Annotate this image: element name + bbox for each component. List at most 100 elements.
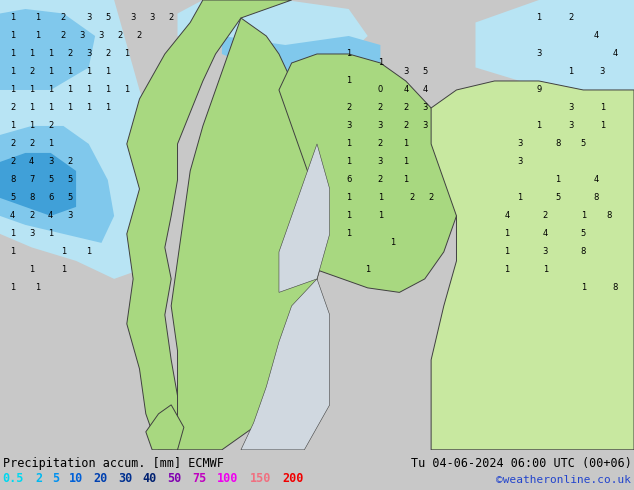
Polygon shape [0, 9, 95, 90]
Text: 3: 3 [600, 68, 605, 76]
Text: 2: 2 [29, 140, 34, 148]
Text: 2: 2 [29, 68, 34, 76]
Text: 2: 2 [10, 157, 15, 167]
Text: 1: 1 [346, 49, 351, 58]
Text: 3: 3 [378, 157, 383, 167]
Text: 3: 3 [422, 103, 427, 113]
Text: 1: 1 [86, 85, 91, 95]
Text: 1: 1 [10, 247, 15, 256]
Text: 5: 5 [48, 175, 53, 184]
Text: 8: 8 [10, 175, 15, 184]
Text: 1: 1 [10, 85, 15, 95]
Text: 2: 2 [105, 49, 110, 58]
Text: 4: 4 [612, 49, 618, 58]
Text: 1: 1 [365, 266, 370, 274]
Text: 3: 3 [80, 31, 85, 41]
Text: 1: 1 [29, 103, 34, 113]
Text: 8: 8 [612, 283, 618, 293]
Text: 9: 9 [536, 85, 541, 95]
Text: 30: 30 [118, 472, 132, 485]
Polygon shape [222, 36, 380, 90]
Text: 5: 5 [422, 68, 427, 76]
Polygon shape [146, 405, 184, 450]
Text: 6: 6 [346, 175, 351, 184]
Text: 1: 1 [543, 266, 548, 274]
Text: 1: 1 [346, 194, 351, 202]
Text: 8: 8 [593, 194, 598, 202]
Text: 2: 2 [568, 14, 573, 23]
Text: 75: 75 [192, 472, 206, 485]
Text: 3: 3 [67, 211, 72, 220]
Text: 1: 1 [48, 49, 53, 58]
Text: 1: 1 [67, 68, 72, 76]
Text: 3: 3 [378, 122, 383, 130]
Text: 2: 2 [137, 31, 142, 41]
Text: 1: 1 [67, 103, 72, 113]
Text: 1: 1 [86, 103, 91, 113]
Text: 1: 1 [391, 239, 396, 247]
Text: 1: 1 [346, 229, 351, 239]
Text: 2: 2 [118, 31, 123, 41]
Text: 1: 1 [10, 14, 15, 23]
Text: 1: 1 [581, 211, 586, 220]
Text: 1: 1 [48, 140, 53, 148]
Text: 1: 1 [29, 266, 34, 274]
Text: 2: 2 [29, 211, 34, 220]
Text: 1: 1 [48, 229, 53, 239]
Text: 1: 1 [48, 103, 53, 113]
Text: 1: 1 [48, 68, 53, 76]
Text: 5: 5 [67, 194, 72, 202]
Text: 1: 1 [346, 140, 351, 148]
Text: 1: 1 [29, 85, 34, 95]
Text: Precipitation accum. [mm] ECMWF: Precipitation accum. [mm] ECMWF [3, 457, 223, 470]
Polygon shape [171, 18, 330, 450]
Text: 1: 1 [29, 49, 34, 58]
Text: 3: 3 [99, 31, 104, 41]
Text: 2: 2 [410, 194, 415, 202]
Text: 3: 3 [346, 122, 351, 130]
Text: 3: 3 [517, 157, 522, 167]
Text: Tu 04-06-2024 06:00 UTC (00+06): Tu 04-06-2024 06:00 UTC (00+06) [411, 457, 631, 470]
Text: 0.5: 0.5 [3, 472, 24, 485]
Text: 1: 1 [61, 247, 66, 256]
Text: 4: 4 [403, 85, 408, 95]
Text: 6: 6 [48, 194, 53, 202]
Text: 8: 8 [555, 140, 560, 148]
Text: 3: 3 [568, 103, 573, 113]
Text: 1: 1 [403, 175, 408, 184]
Text: 200: 200 [283, 472, 304, 485]
Text: 3: 3 [403, 68, 408, 76]
Polygon shape [0, 153, 76, 216]
Text: 2: 2 [429, 194, 434, 202]
Text: 5: 5 [581, 229, 586, 239]
Text: 3: 3 [517, 140, 522, 148]
Text: 1: 1 [505, 229, 510, 239]
Text: 3: 3 [536, 49, 541, 58]
Polygon shape [431, 81, 634, 450]
Text: 150: 150 [250, 472, 271, 485]
Text: 5: 5 [10, 194, 15, 202]
Text: 3: 3 [131, 14, 136, 23]
Text: 4: 4 [543, 229, 548, 239]
Text: 1: 1 [105, 85, 110, 95]
Text: 3: 3 [29, 229, 34, 239]
Text: 2: 2 [61, 14, 66, 23]
Text: 8: 8 [581, 247, 586, 256]
Polygon shape [539, 225, 634, 301]
Text: 3: 3 [48, 157, 53, 167]
Text: 3: 3 [543, 247, 548, 256]
Text: 4: 4 [422, 85, 427, 95]
Text: 4: 4 [593, 175, 598, 184]
Text: 1: 1 [67, 85, 72, 95]
Text: 3: 3 [568, 122, 573, 130]
Text: 3: 3 [86, 14, 91, 23]
Text: 2: 2 [403, 103, 408, 113]
Polygon shape [279, 54, 456, 293]
Text: 8: 8 [606, 211, 611, 220]
Text: 2: 2 [67, 157, 72, 167]
Text: 1: 1 [378, 211, 383, 220]
Text: 2: 2 [169, 14, 174, 23]
Polygon shape [178, 0, 368, 54]
Text: 4: 4 [29, 157, 34, 167]
Text: 4: 4 [505, 211, 510, 220]
